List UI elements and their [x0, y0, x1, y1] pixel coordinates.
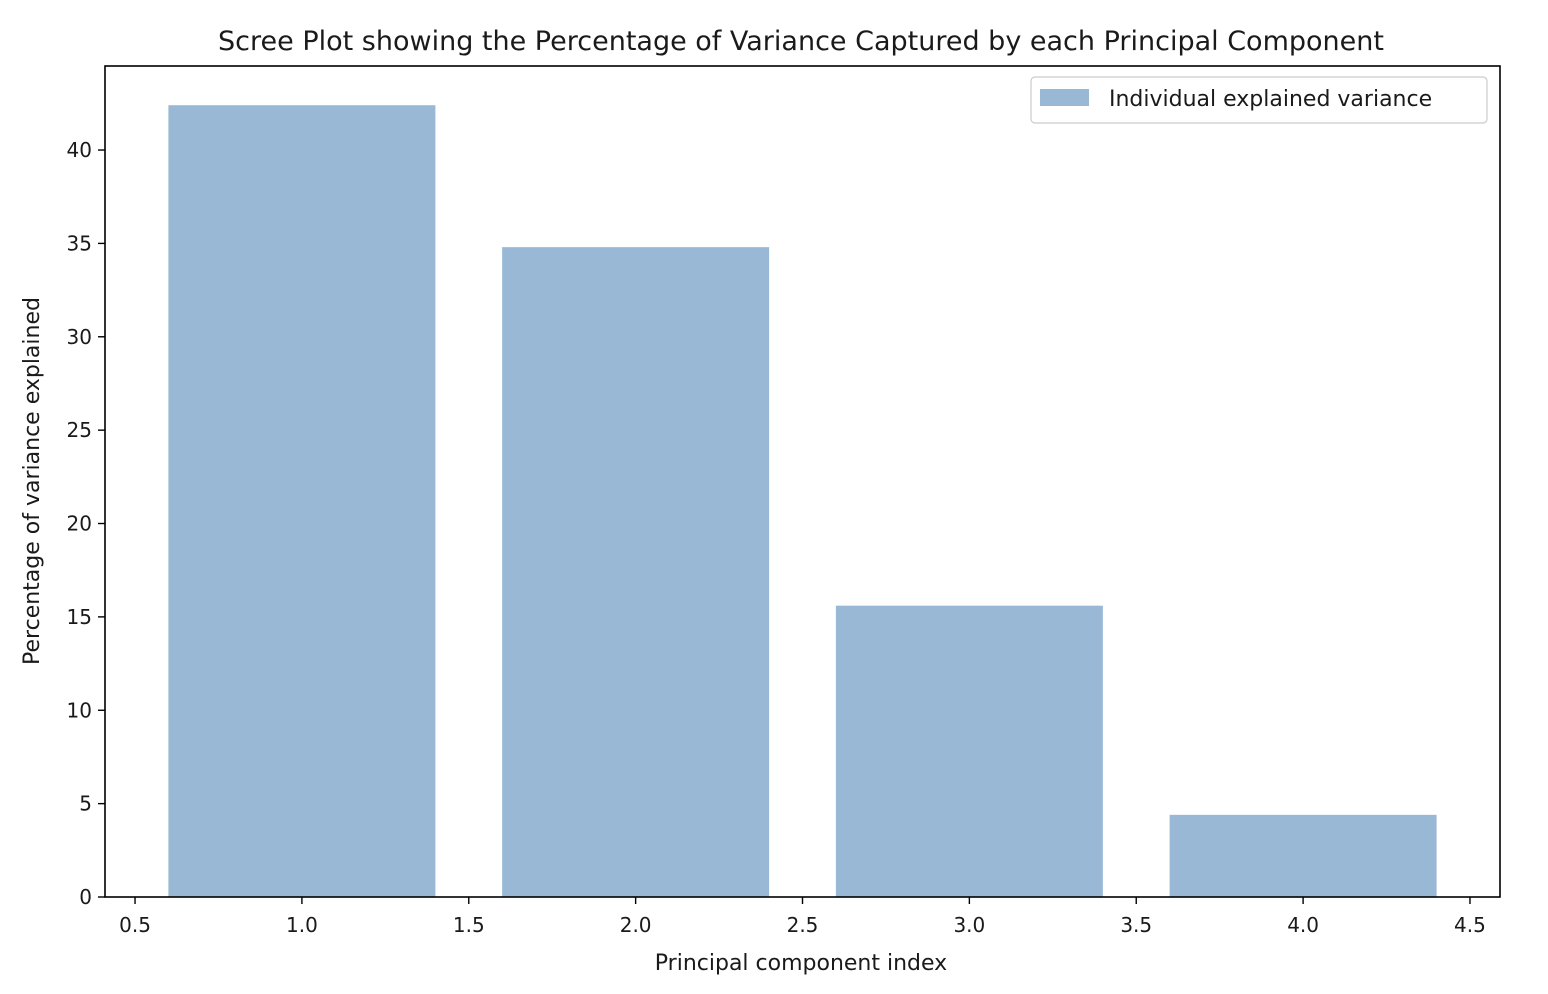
y-tick-label: 5 — [79, 792, 92, 816]
y-axis-ticks: 0 5 10 15 20 25 30 35 40 — [67, 138, 105, 909]
x-tick-label: 1.5 — [453, 913, 485, 937]
x-tick-label: 4.0 — [1287, 913, 1319, 937]
legend-swatch — [1040, 89, 1089, 106]
x-tick-label: 3.0 — [953, 913, 985, 937]
bar-pc-1 — [168, 105, 436, 898]
y-tick-label: 0 — [79, 885, 92, 909]
chart-title: Scree Plot showing the Percentage of Var… — [218, 26, 1384, 57]
y-axis-label: Percentage of variance explained — [20, 297, 45, 665]
y-tick-label: 35 — [67, 231, 92, 255]
bar-pc-3 — [835, 605, 1103, 897]
y-tick-label: 25 — [67, 418, 92, 442]
x-tick-label: 2.5 — [787, 913, 819, 937]
x-tick-label: 2.0 — [620, 913, 652, 937]
y-tick-label: 40 — [67, 138, 92, 162]
legend: Individual explained variance — [1030, 76, 1488, 124]
x-tick-label: 3.5 — [1120, 913, 1152, 937]
bars-group — [168, 105, 1437, 898]
y-tick-label: 30 — [67, 325, 92, 349]
bar-pc-2 — [502, 247, 770, 897]
plot-area-frame — [104, 65, 1501, 898]
y-tick-label: 20 — [67, 512, 92, 536]
x-tick-label: 4.5 — [1454, 913, 1486, 937]
x-tick-label: 0.5 — [119, 913, 151, 937]
y-tick-label: 10 — [67, 698, 92, 722]
x-axis-label: Principal component index — [655, 951, 947, 976]
bar-pc-4 — [1169, 814, 1437, 897]
x-axis-ticks: 0.5 1.0 1.5 2.0 2.5 3.0 3.5 4.0 4.5 — [119, 897, 1486, 937]
x-tick-label: 1.0 — [286, 913, 318, 937]
legend-box — [1030, 76, 1488, 124]
y-tick-label: 15 — [67, 605, 92, 629]
legend-label: Individual explained variance — [1109, 87, 1432, 112]
